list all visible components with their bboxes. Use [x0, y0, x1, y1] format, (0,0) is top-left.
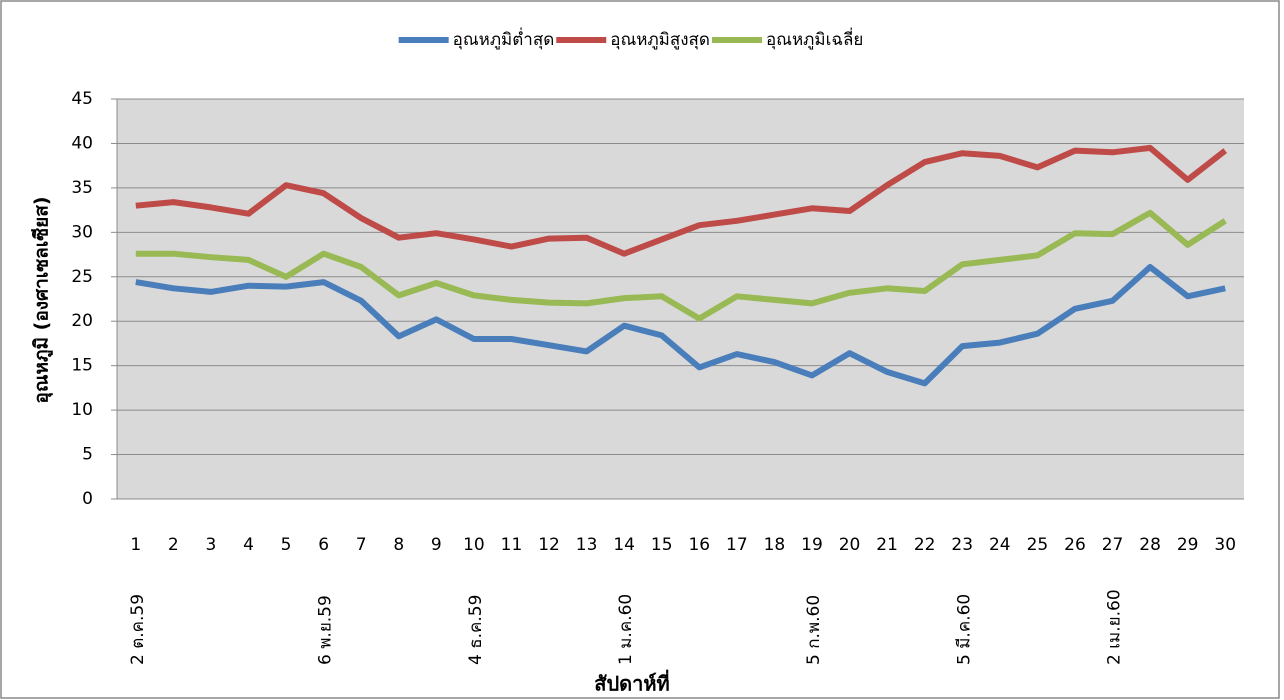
legend-label: อุณหภูมิต่ำสุด: [453, 27, 555, 50]
x-tick-label: 15: [651, 535, 673, 555]
legend-label: อุณหภูมิสูงสุด: [610, 30, 710, 50]
y-axis-title: อุณหภูมิ (องศาเซลเซียส): [31, 196, 54, 403]
x-tick-label: 11: [501, 535, 523, 555]
x-date-label: 1 ม.ค.60: [616, 594, 636, 665]
x-tick-label: 7: [356, 535, 367, 555]
y-tick-label: 5: [82, 445, 93, 465]
x-tick-label: 5: [281, 535, 292, 555]
x-date-label: 5 ก.พ.60: [804, 595, 824, 665]
x-date-label: 2 เม.ย.60: [1105, 589, 1125, 665]
x-tick-label: 10: [463, 535, 485, 555]
x-tick-label: 27: [1102, 535, 1124, 555]
y-tick-label: 20: [71, 311, 93, 331]
x-tick-label: 9: [431, 535, 442, 555]
series-line: [135, 144, 1228, 257]
y-tick-label: 30: [71, 222, 93, 242]
x-tick-label: 14: [613, 535, 635, 555]
x-tick-label: 19: [801, 535, 823, 555]
x-tick-label: 23: [951, 535, 973, 555]
y-tick-label: 10: [71, 400, 93, 420]
x-date-label: 6 พ.ย.59: [316, 595, 336, 665]
x-tick-label: 13: [576, 535, 598, 555]
x-tick-label: 12: [538, 535, 560, 555]
x-tick-label: 4: [243, 535, 254, 555]
x-tick-label: 29: [1177, 535, 1199, 555]
y-tick-label: 35: [71, 178, 93, 198]
x-tick-label: 26: [1064, 535, 1086, 555]
x-tick-label: 30: [1214, 535, 1236, 555]
legend-label: อุณหภูมิเฉลี่ย: [766, 27, 863, 50]
y-tick-label: 40: [71, 133, 93, 153]
x-tick-label: 18: [764, 535, 786, 555]
y-tick-label: 0: [82, 489, 93, 509]
x-tick-label: 3: [206, 535, 217, 555]
x-tick-label: 2: [168, 535, 179, 555]
x-date-label: 5 มี.ค.60: [954, 594, 974, 665]
x-tick-label: 21: [876, 535, 898, 555]
x-tick-label: 17: [726, 535, 748, 555]
x-date-label: 4 ธ.ค.59: [466, 595, 486, 665]
series-line: [135, 264, 1226, 387]
x-tick-label: 22: [914, 535, 936, 555]
series-line: [135, 209, 1227, 322]
x-tick-label: 1: [130, 535, 141, 555]
y-tick-label: 25: [71, 267, 93, 287]
x-tick-label: 25: [1027, 535, 1049, 555]
y-tick-label: 15: [71, 356, 93, 376]
x-tick-label: 20: [839, 535, 861, 555]
x-axis-title: สัปดาห์ที่: [594, 669, 670, 696]
x-date-label: 2 ต.ค.59: [128, 594, 148, 665]
plot-area: [117, 99, 1244, 499]
x-tick-label: 6: [318, 535, 329, 555]
x-tick-label: 28: [1139, 535, 1161, 555]
x-tick-label: 16: [688, 535, 710, 555]
x-tick-label: 8: [393, 535, 404, 555]
x-tick-label: 24: [989, 535, 1011, 555]
y-tick-label: 45: [71, 89, 93, 109]
